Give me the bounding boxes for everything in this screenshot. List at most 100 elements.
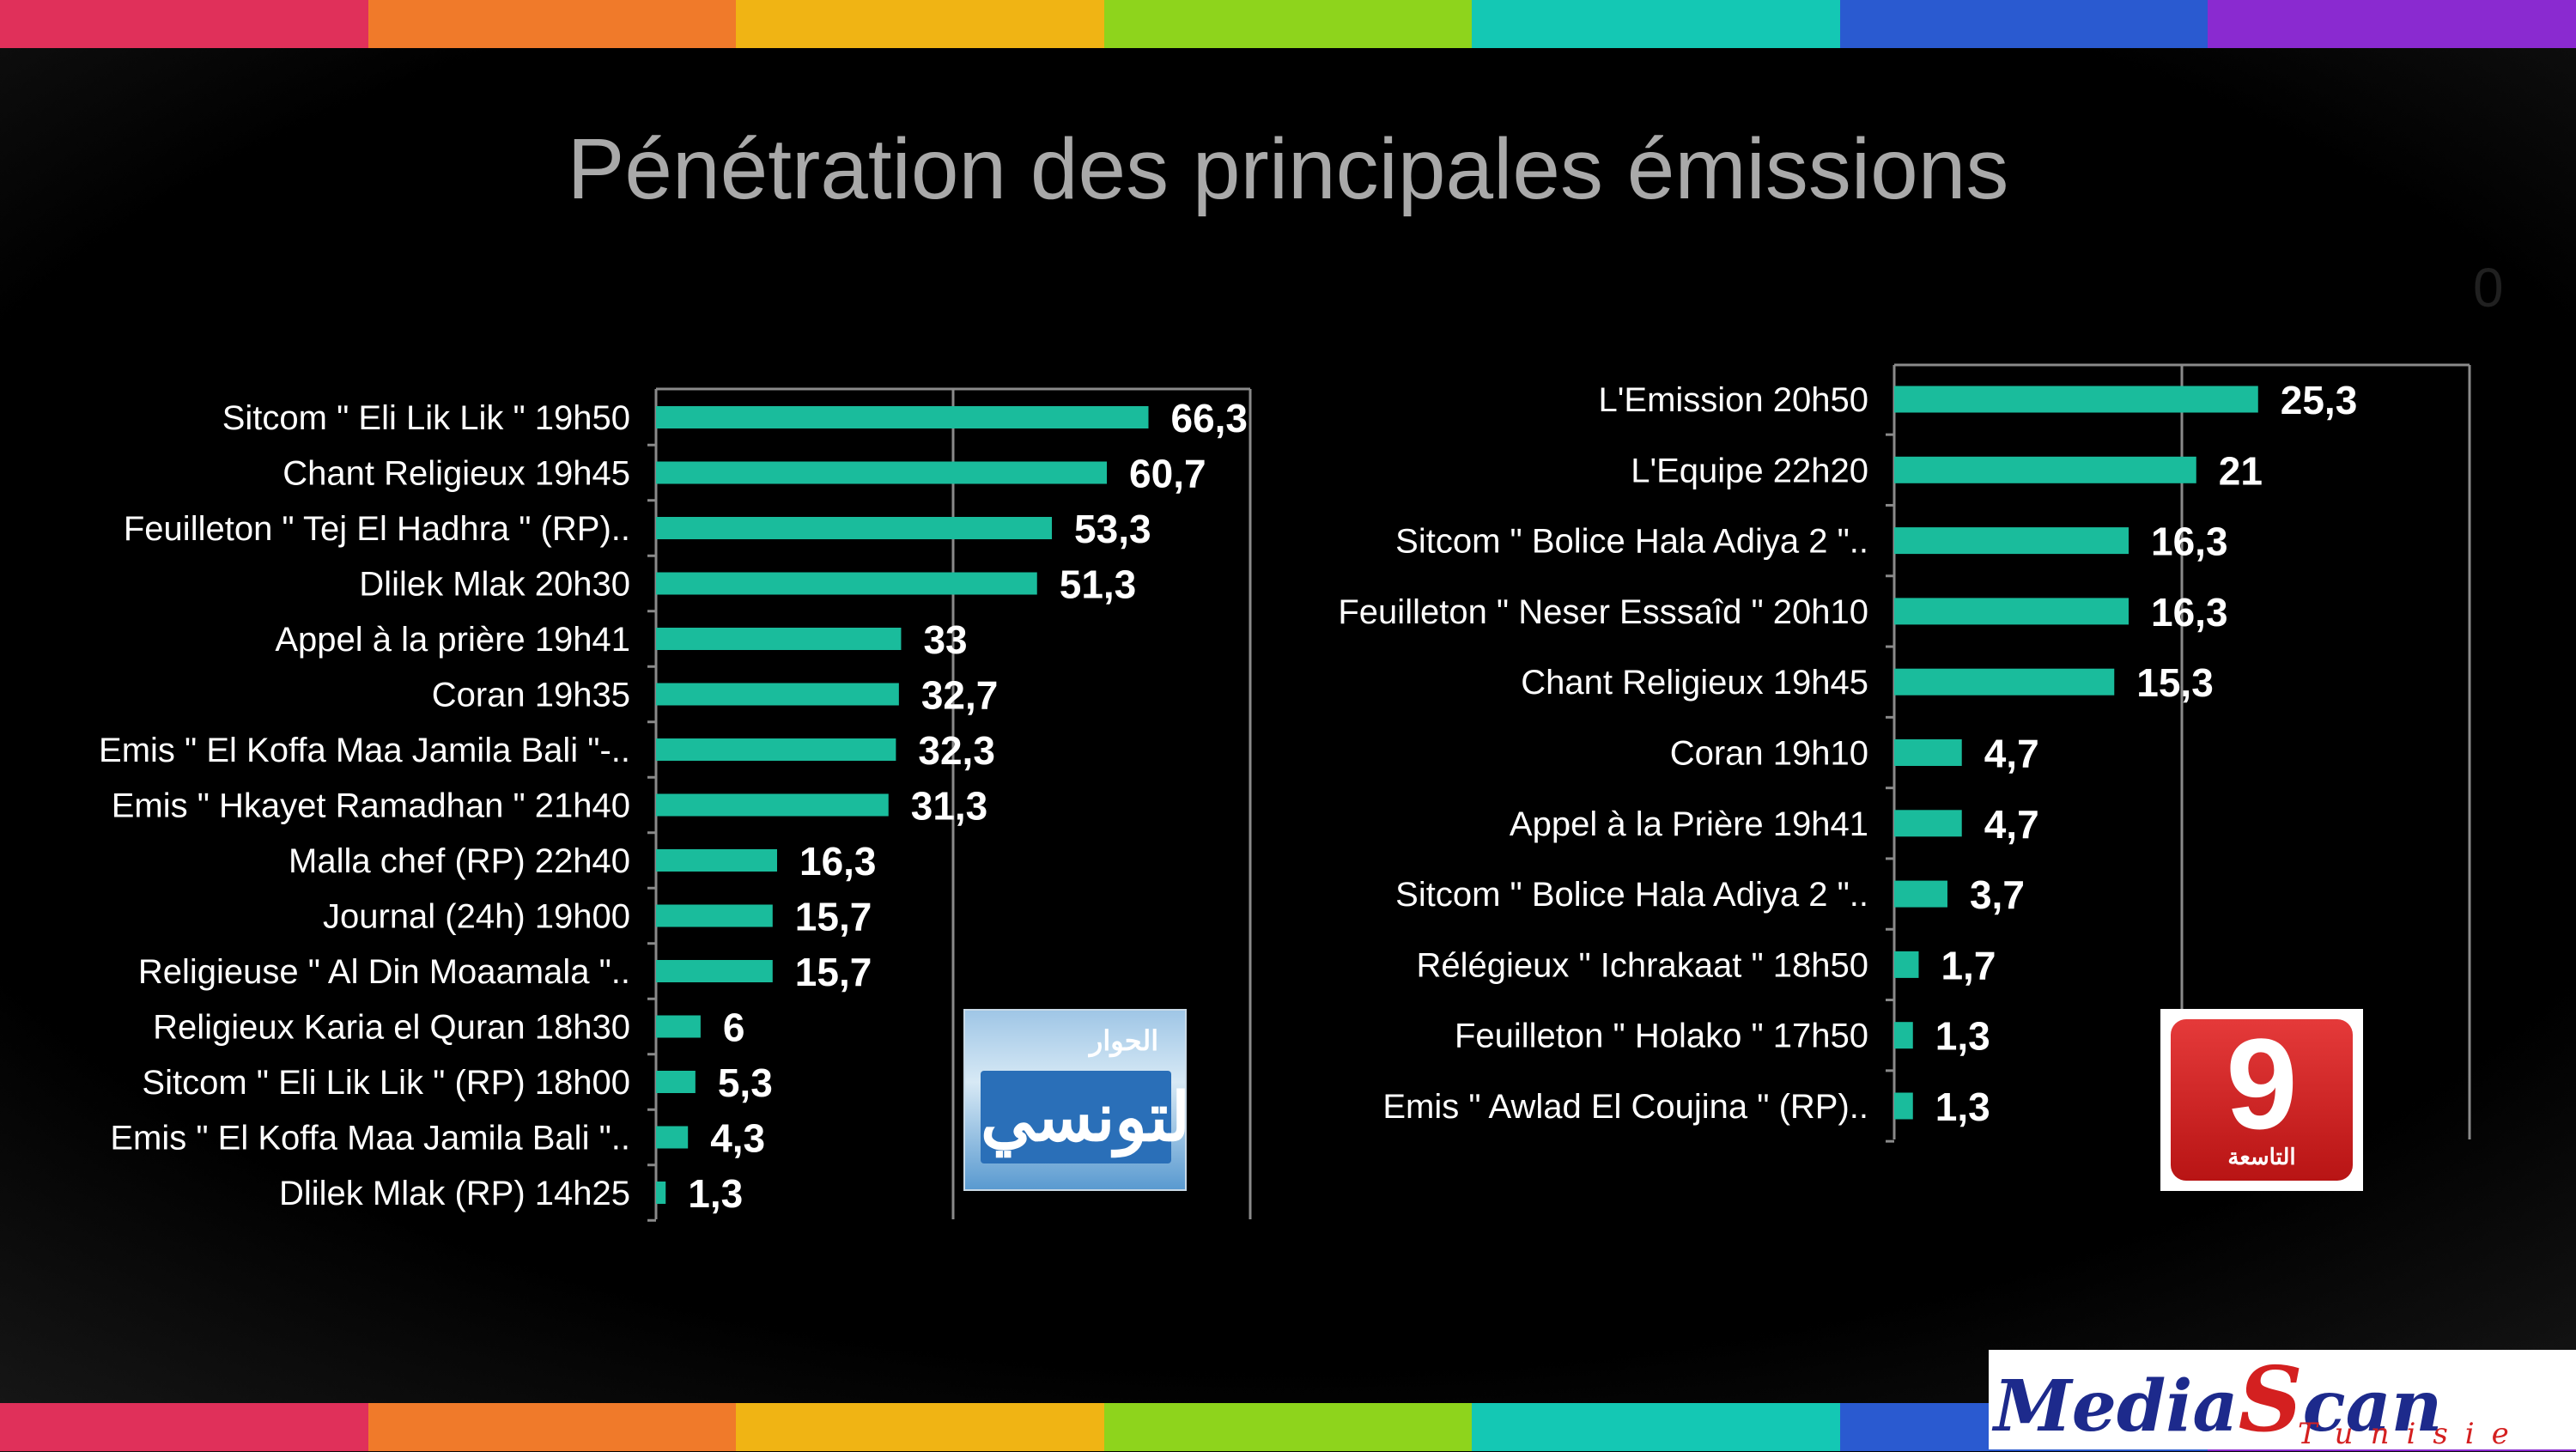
category-label: Sitcom " Eli Lik Lik " (RP) 18h00 [142,1064,630,1102]
bar [656,1126,689,1149]
category-label: L'Equipe 22h20 [1631,452,1868,489]
category-label: Dlilek Mlak 20h30 [359,566,630,604]
value-label: 51,3 [1060,562,1137,607]
bar [656,406,1149,428]
mediascan-media: Media [1994,1365,2239,1448]
stripe-segment [2208,0,2576,48]
category-label: Sitcom " Bolice Hala Adiya 2 ".. [1395,523,1868,561]
bar [656,1015,701,1038]
bar [1894,810,1962,837]
bar [1894,880,1947,908]
category-label: Religieux Karia el Quran 18h30 [153,1009,630,1047]
bar [656,738,896,761]
category-label: Feuilleton " Neser Esssaîd " 20h10 [1338,593,1868,631]
category-label: Dlilek Mlak (RP) 14h25 [279,1175,630,1212]
value-label: 32,3 [918,728,995,773]
value-label: 1,3 [1935,1084,1990,1129]
category-label: Appel à la Prière 19h41 [1510,805,1868,843]
bar [656,572,1037,595]
value-label: 16,3 [2151,519,2228,564]
category-label: Sitcom " Bolice Hala Adiya 2 ".. [1395,876,1868,914]
stripe-segment [1472,1403,1840,1451]
category-label: Emis " El Koffa Maa Jamila Bali "-.. [99,732,630,769]
slide-title: Pénétration des principales émissions [567,121,2009,217]
value-label: 53,3 [1074,507,1151,551]
logo-right-red-box: 9 التاسعة [2171,1019,2353,1181]
value-label: 4,7 [1984,732,2039,776]
value-label: 6 [723,1005,745,1050]
category-label: Coran 19h10 [1670,735,1868,773]
bar [656,793,889,817]
bar [656,683,899,706]
logo-left-top-text: الحوار [1089,1025,1159,1056]
bar [656,461,1108,484]
category-label: Feuilleton " Tej El Hadhra " (RP).. [124,510,630,548]
bar [656,849,777,872]
category-label: Feuilleton " Holako " 17h50 [1455,1018,1868,1055]
bar [1894,527,2129,555]
stray-character: 0 [2473,257,2504,319]
mediascan-wordmark: MediaScan [1994,1346,2442,1452]
value-label: 15,3 [2136,660,2214,705]
bar [1894,951,1919,978]
category-label: Coran 19h35 [432,677,630,714]
value-label: 1,7 [1941,943,1996,987]
value-label: 33 [923,617,967,662]
stripe-segment [0,1403,368,1451]
bar [656,517,1053,539]
value-label: 3,7 [1970,872,2025,917]
value-label: 1,3 [688,1171,743,1216]
value-label: 1,3 [1935,1014,1990,1059]
bar [656,1071,696,1093]
mediascan-can: can [2302,1365,2443,1448]
category-label: Chant Religieux 19h45 [1521,664,1868,702]
category-label: Sitcom " Eli Lik Lik " 19h50 [222,399,630,437]
category-label: Emis " Awlad El Coujina " (RP).. [1382,1088,1868,1126]
value-label: 5,3 [718,1060,773,1105]
logo-right-numeral: 9 [2226,1012,2298,1156]
category-label: Journal (24h) 19h00 [323,898,630,936]
bar [1894,739,1962,766]
stripe-segment [1103,0,1473,48]
value-label: 25,3 [2281,378,2358,422]
stripe-segment [368,1403,737,1451]
bar [656,1182,666,1204]
bar [656,960,773,982]
category-label: Emis " El Koffa Maa Jamila Bali ".. [110,1120,630,1157]
value-label: 4,3 [710,1116,765,1161]
ettounsiya-logo: الحوار التونسي [963,1009,1187,1191]
stripe-segment [0,0,368,48]
category-label: Appel à la prière 19h41 [275,621,630,659]
value-label: 31,3 [911,784,988,829]
logo-left-sign-text: التونسي [981,1071,1185,1163]
category-label: Rélégieux " Ichrakaat " 18h50 [1416,946,1868,984]
left-bar-chart: Sitcom " Eli Lik Lik " 19h50 66,3 Chant Re… [99,387,1252,1222]
bar [1894,456,2196,483]
stripe-segment [1472,0,1840,48]
stripe-segment [1839,0,2208,48]
value-label: 16,3 [799,839,877,884]
value-label: 15,7 [795,950,872,994]
value-label: 15,7 [795,895,872,939]
value-label: 21 [2219,448,2263,493]
right-bar-chart: L'Emission 20h50 25,3 L'Equipe 22h20 21 Sitc… [1338,363,2471,1143]
bar [1894,1022,1913,1049]
bar [1894,386,2258,413]
mediascan-logo: MediaScan Tunisie [1989,1346,2576,1452]
logo-right-word: التاسعة [2227,1144,2296,1169]
category-label: Malla chef (RP) 22h40 [289,842,630,880]
bar [656,628,902,650]
bar [1894,1092,1913,1120]
stripe-segment [736,0,1104,48]
top-color-stripe [0,0,2576,48]
category-label: L'Emission 20h50 [1599,381,1869,419]
value-label: 4,7 [1984,802,2039,847]
bar [1894,598,2129,625]
value-label: 60,7 [1129,452,1206,496]
bar [656,904,773,927]
stripe-segment [368,0,737,48]
mediascan-s: S [2238,1346,2303,1452]
stripe-segment [1103,1403,1473,1451]
mediascan-tagline: Tunisie [2298,1417,2526,1451]
